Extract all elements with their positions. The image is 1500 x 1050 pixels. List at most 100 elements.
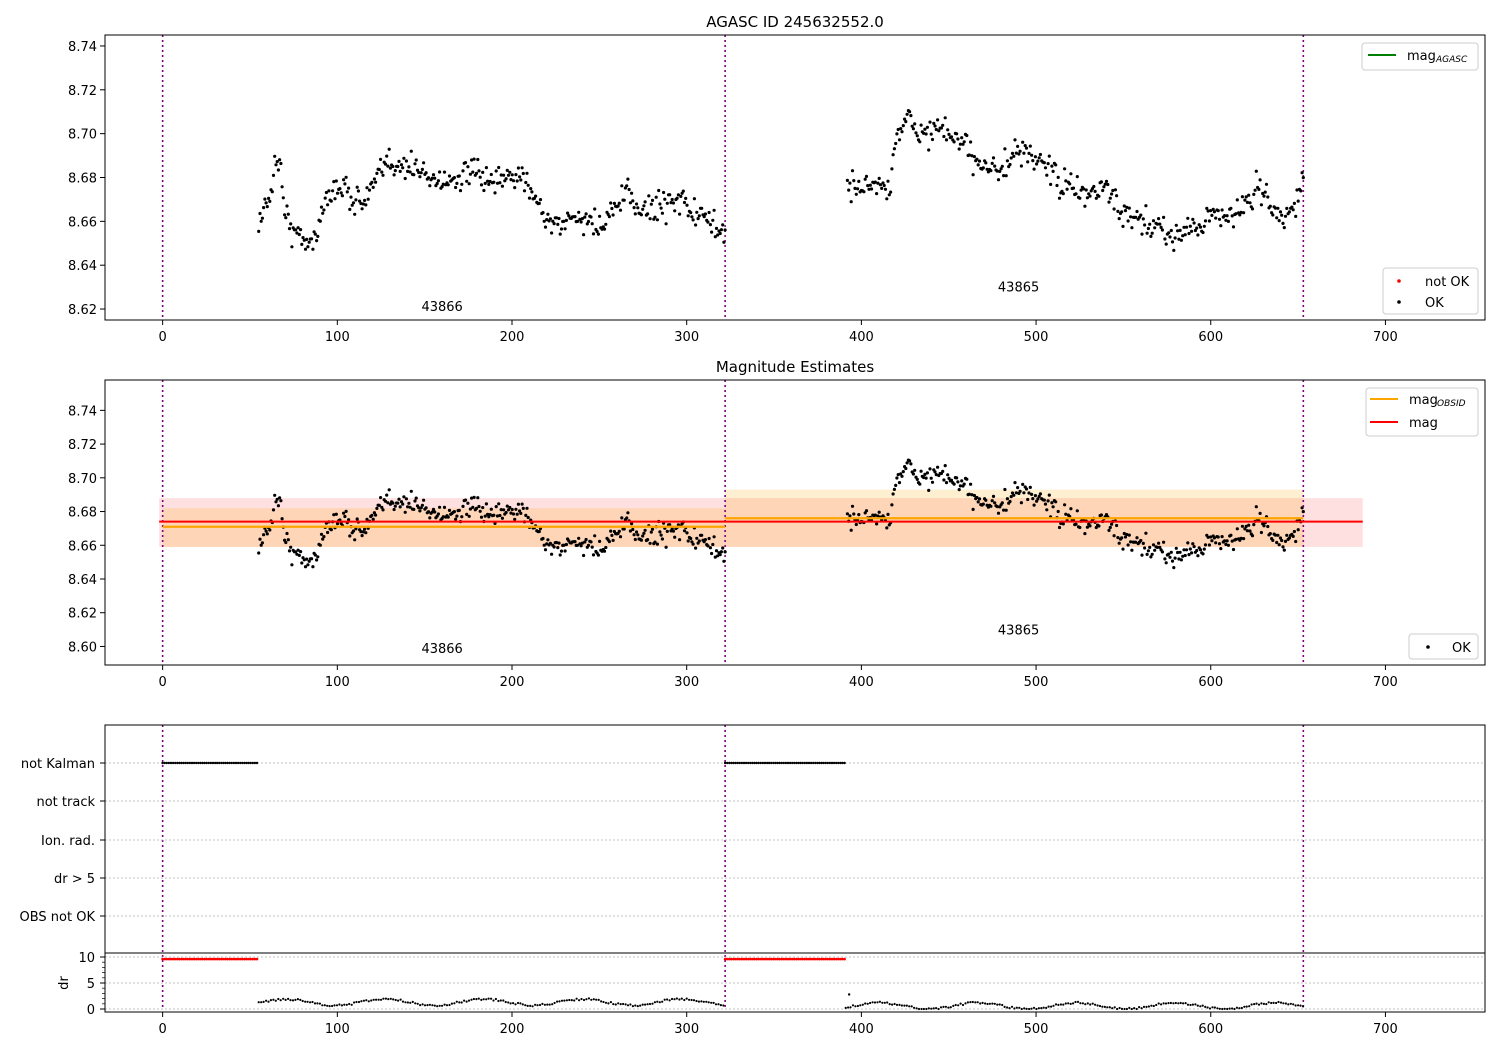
flag-frame <box>104 724 1486 954</box>
data-point <box>280 185 284 189</box>
data-point <box>993 501 997 505</box>
dr-point <box>1020 1007 1023 1011</box>
dr-point <box>1140 1007 1143 1010</box>
data-point <box>930 480 935 484</box>
data-point <box>682 529 687 533</box>
data-point <box>1005 497 1010 501</box>
dr-red-point <box>251 957 255 961</box>
data-point <box>275 160 279 164</box>
data-point <box>307 240 311 244</box>
dr-red-point <box>761 957 765 961</box>
data-point <box>476 496 480 500</box>
data-point <box>1042 498 1046 502</box>
data-point <box>324 190 328 195</box>
y-tick-label: 8.64 <box>68 573 97 588</box>
flag-point <box>165 761 168 765</box>
dr-point <box>568 998 571 1002</box>
data-point <box>1271 538 1275 543</box>
data-point <box>559 549 564 553</box>
dr-point <box>964 1002 967 1005</box>
data-point <box>993 164 997 168</box>
data-point <box>359 201 363 206</box>
dr-point <box>1155 1003 1158 1007</box>
data-point <box>969 140 973 144</box>
data-point <box>506 173 511 177</box>
data-point <box>452 176 456 180</box>
data-point <box>315 239 319 243</box>
data-point <box>991 156 996 160</box>
data-point <box>409 149 413 153</box>
dr-point <box>1297 1004 1300 1007</box>
flag-point <box>761 761 765 765</box>
flag-point <box>218 761 221 765</box>
flag-point <box>788 761 792 765</box>
data-point <box>941 123 945 127</box>
data-point <box>848 514 852 518</box>
data-point <box>1247 523 1251 527</box>
dr-point <box>1108 1006 1111 1009</box>
dr-point <box>891 1003 894 1006</box>
data-point <box>1192 545 1196 549</box>
data-point <box>1141 541 1145 546</box>
data-point <box>455 181 459 185</box>
data-point <box>259 543 263 547</box>
data-point <box>956 480 960 484</box>
dr-point <box>475 998 478 1001</box>
data-point <box>1031 497 1035 501</box>
data-point <box>890 167 894 171</box>
data-point <box>543 548 548 552</box>
data-point <box>1217 217 1222 221</box>
data-point <box>873 513 877 517</box>
data-point <box>385 154 389 158</box>
data-point <box>379 157 383 161</box>
dr-point <box>859 1004 862 1007</box>
dr-red-point <box>753 957 756 961</box>
data-point <box>1023 144 1027 148</box>
data-point <box>905 461 909 465</box>
flag-point <box>747 761 750 765</box>
data-point <box>895 476 899 480</box>
dr-point <box>1091 1002 1094 1005</box>
dr-point <box>487 997 490 1000</box>
data-point <box>402 156 406 160</box>
dr-point <box>668 999 671 1002</box>
data-point <box>887 193 891 197</box>
data-point <box>1191 542 1195 546</box>
data-point <box>265 532 269 536</box>
data-point <box>1115 194 1119 198</box>
dr-point <box>1103 1005 1106 1009</box>
flag-point <box>163 761 166 765</box>
data-point <box>1287 210 1291 214</box>
data-point <box>313 553 317 557</box>
data-point <box>1243 198 1247 202</box>
dr-point <box>622 1002 625 1006</box>
data-point <box>1069 172 1073 176</box>
flag-point <box>207 761 210 765</box>
data-point <box>306 245 310 249</box>
dr-point <box>864 1002 867 1005</box>
flag-point <box>723 761 727 765</box>
data-point <box>1271 213 1275 217</box>
dr-point <box>1010 1005 1014 1008</box>
data-point <box>985 167 989 171</box>
data-point <box>1285 533 1289 537</box>
x-tick-label: 100 <box>325 675 350 690</box>
dr-point <box>1138 1006 1141 1009</box>
data-point <box>1263 190 1267 194</box>
data-point <box>319 532 324 536</box>
flag-point <box>832 761 836 765</box>
dr-point <box>700 1000 703 1003</box>
dr-red-point <box>176 957 179 961</box>
flag-row-label: not Kalman <box>21 757 95 772</box>
x-tick-label: 600 <box>1198 1022 1223 1037</box>
data-point <box>882 183 886 188</box>
data-point <box>669 201 673 205</box>
data-point <box>707 536 711 541</box>
data-point <box>631 199 635 203</box>
data-point <box>877 510 881 514</box>
data-point <box>1172 248 1176 252</box>
dr-point <box>702 1000 705 1003</box>
data-point <box>557 541 561 545</box>
data-point <box>668 193 672 197</box>
dr-red-point <box>197 957 200 961</box>
